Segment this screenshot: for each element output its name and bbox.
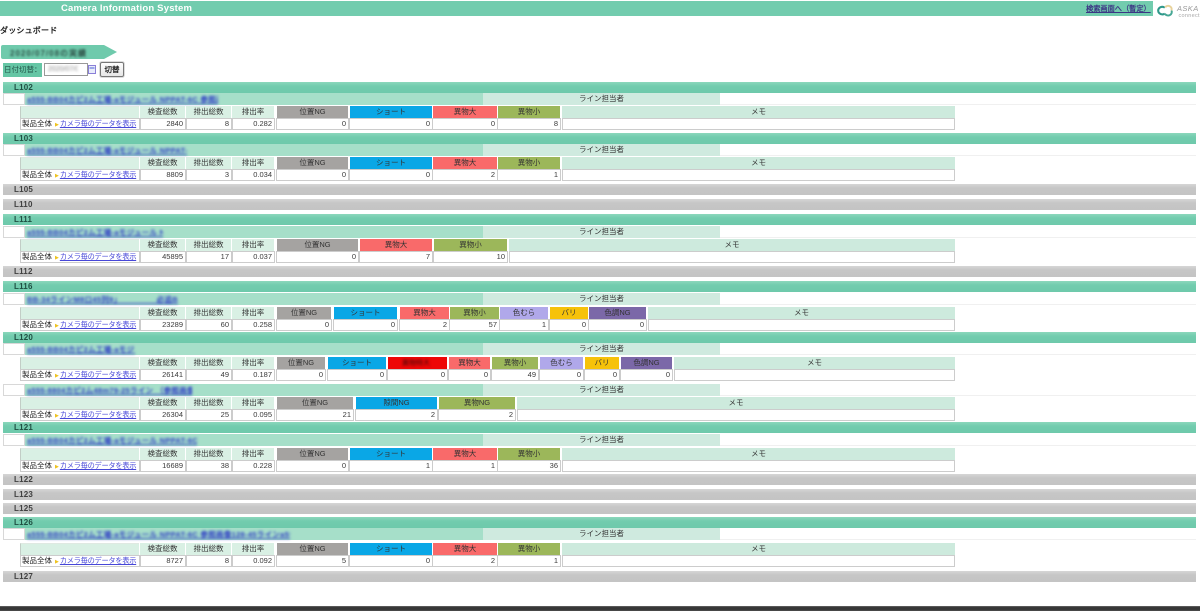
svg-text:connect: connect <box>1179 13 1200 18</box>
svg-text:ASKA: ASKA <box>1176 4 1199 13</box>
